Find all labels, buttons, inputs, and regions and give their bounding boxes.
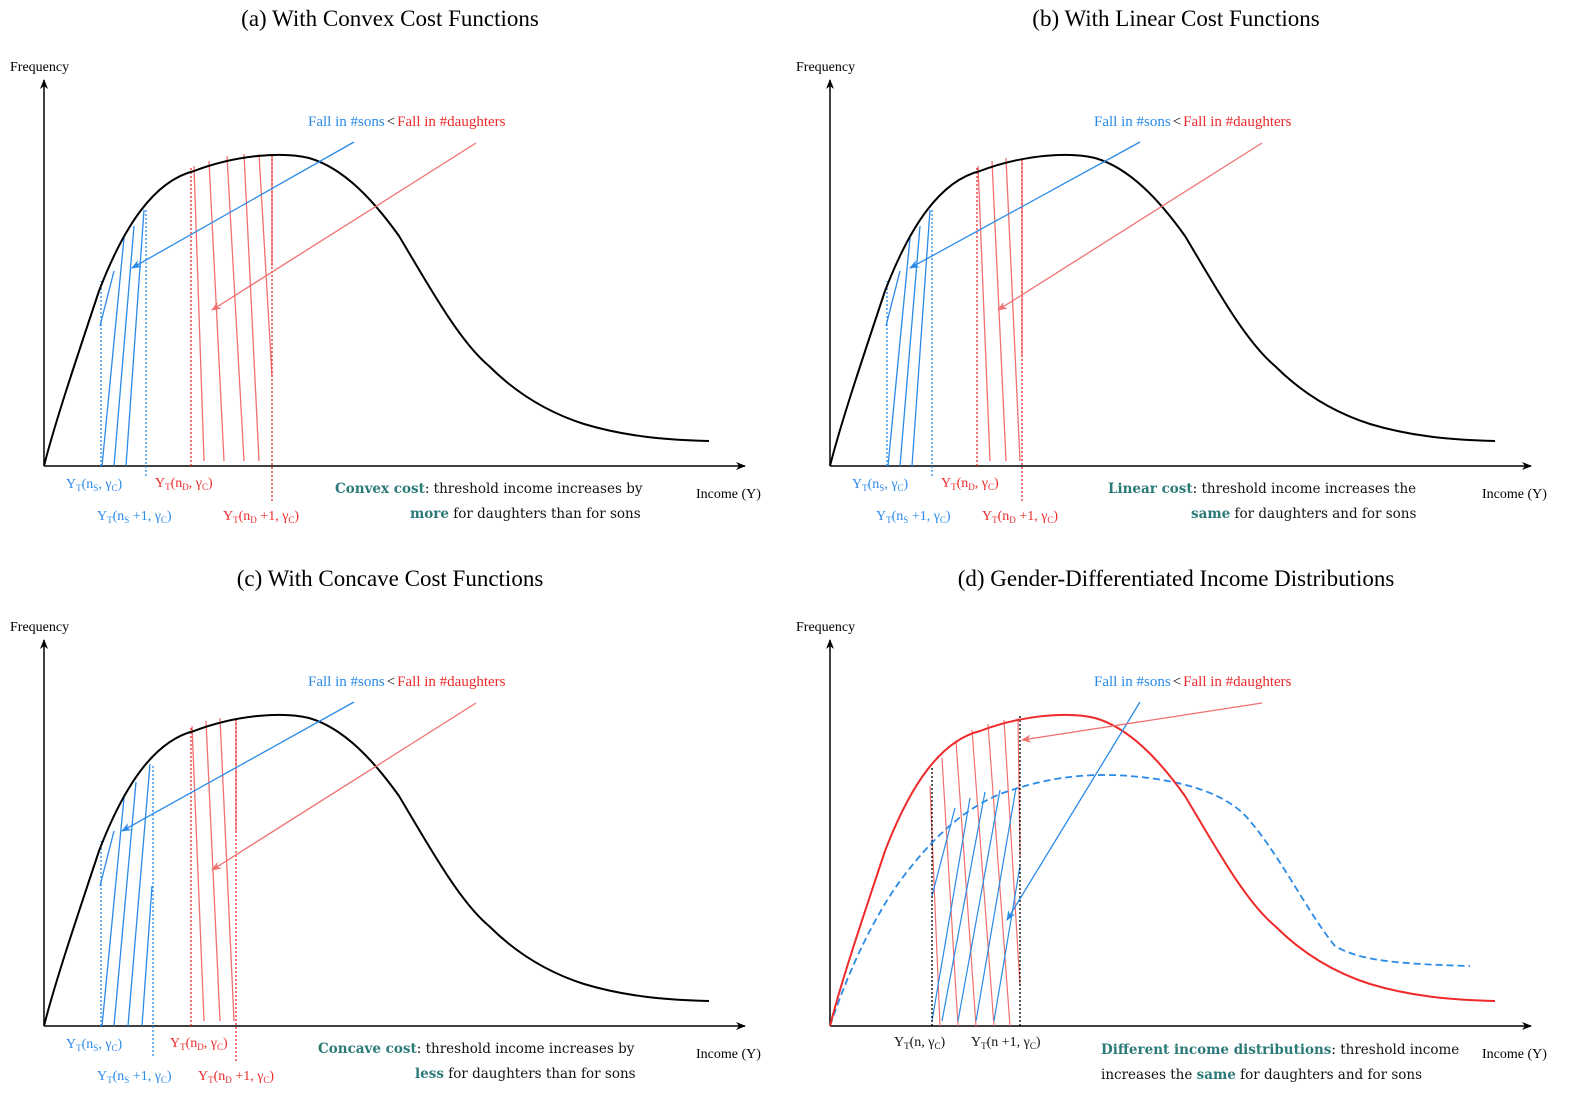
sons-hatch: [99, 763, 153, 1027]
label-ys1: YT(nS +1, γC): [97, 509, 172, 525]
note-line-2: less for daughters than for sons: [415, 1066, 636, 1082]
note-line-1: Convex cost: threshold income increases …: [335, 481, 643, 497]
sons-arrow: [131, 141, 355, 269]
y-axis-label: Frequency: [796, 60, 855, 75]
daughters-income-curve: [829, 713, 1496, 1027]
label-yn: YT(n, γC): [894, 1035, 946, 1051]
label-yd: YT(nD, γC): [941, 476, 999, 492]
fall-legend: Fall in #sons < Fall in #daughters: [1094, 114, 1292, 130]
label-yd1: YT(nD +1, γC): [198, 1069, 274, 1085]
sons-arrow: [1006, 701, 1141, 921]
note-line-1: Different income distributions: threshol…: [1101, 1042, 1459, 1058]
fall-legend: Fall in #sons < Fall in #daughters: [308, 114, 506, 130]
label-ys: YT(nS, γC): [66, 477, 123, 493]
panel-title: (d) Gender-Differentiated Income Distrib…: [958, 566, 1395, 591]
sons-hatch: [99, 209, 145, 467]
daughters-arrow: [211, 142, 477, 311]
income-density-curve: [43, 153, 710, 467]
note-line-1: Linear cost: threshold income increases …: [1108, 481, 1416, 497]
fall-legend: Fall in #sons < Fall in #daughters: [1094, 674, 1292, 690]
panel-c: (c) With Concave Cost Functions Frequenc…: [10, 566, 761, 1085]
y-axis-label: Frequency: [10, 620, 69, 635]
daughters-arrow: [211, 702, 477, 871]
label-ys1: YT(nS +1, γC): [876, 509, 951, 525]
sons-arrow: [909, 141, 1141, 269]
x-axis-label: Income (Y): [696, 487, 761, 502]
note-line-2: more for daughters than for sons: [410, 506, 641, 522]
daughters-hatch: [193, 153, 273, 462]
label-yd1: YT(nD +1, γC): [223, 509, 299, 525]
label-yd: YT(nD, γC): [155, 476, 213, 492]
sons-arrow: [121, 701, 355, 832]
label-ys: YT(nS, γC): [66, 1037, 123, 1053]
panel-title: (a) With Convex Cost Functions: [241, 6, 539, 31]
daughters-hatch: [929, 717, 1021, 1027]
panel-a: (a) With Convex Cost Functions Frequency…: [10, 6, 761, 525]
note-line-1: Concave cost: threshold income increases…: [318, 1041, 635, 1057]
note-line-2: increases the same for daughters and for…: [1101, 1067, 1422, 1083]
daughters-arrow: [997, 142, 1263, 311]
x-axis-label: Income (Y): [696, 1047, 761, 1062]
x-axis-label: Income (Y): [1482, 1047, 1547, 1062]
daughters-arrow: [1021, 702, 1263, 743]
x-axis-label: Income (Y): [1482, 487, 1547, 502]
label-yd: YT(nD, γC): [170, 1036, 228, 1052]
note-line-2: same for daughters and for sons: [1191, 506, 1416, 522]
sons-income-curve: [829, 774, 1471, 1027]
panel-d: (d) Gender-Differentiated Income Distrib…: [796, 566, 1547, 1083]
label-ys: YT(nS, γC): [852, 477, 909, 493]
sons-hatch: [885, 209, 931, 467]
income-density-curve: [43, 713, 710, 1027]
panel-title: (b) With Linear Cost Functions: [1032, 6, 1319, 31]
y-axis-label: Frequency: [796, 620, 855, 635]
income-density-curve: [829, 153, 1496, 467]
sons-hatch: [931, 787, 1021, 1022]
label-yd1: YT(nD +1, γC): [982, 509, 1058, 525]
label-ys1: YT(nS +1, γC): [97, 1069, 172, 1085]
y-axis-label: Frequency: [10, 60, 69, 75]
label-yn1: YT(n +1, γC): [971, 1035, 1041, 1051]
panel-title: (c) With Concave Cost Functions: [237, 566, 544, 591]
panel-b: (b) With Linear Cost Functions Frequency…: [796, 6, 1547, 525]
fall-legend: Fall in #sons < Fall in #daughters: [308, 674, 506, 690]
